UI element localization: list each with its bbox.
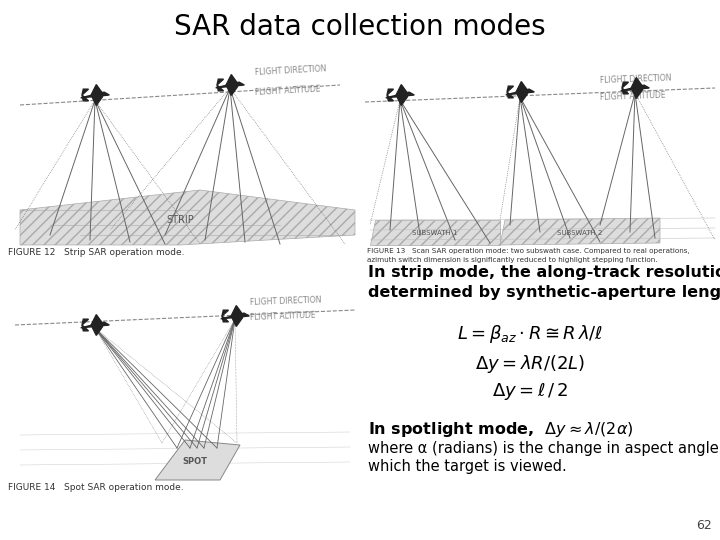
Text: FIGURE 13   Scan SAR operation mode: two subswath case. Compared to real operati: FIGURE 13 Scan SAR operation mode: two s… bbox=[367, 248, 690, 254]
Polygon shape bbox=[231, 316, 243, 326]
Polygon shape bbox=[81, 322, 109, 328]
Bar bbox=[5, 265, 355, 480]
Text: SUBSWATH 1: SUBSWATH 1 bbox=[413, 230, 458, 236]
Bar bbox=[5, 40, 355, 245]
Polygon shape bbox=[387, 95, 394, 101]
Polygon shape bbox=[91, 315, 103, 325]
Text: FLIGHT ALTITUDE: FLIGHT ALTITUDE bbox=[255, 85, 321, 97]
Text: SAR data collection modes: SAR data collection modes bbox=[174, 13, 546, 41]
Polygon shape bbox=[82, 89, 89, 95]
Polygon shape bbox=[396, 95, 408, 105]
Text: FLIGHT ALTITUDE: FLIGHT ALTITUDE bbox=[250, 310, 316, 322]
Polygon shape bbox=[82, 95, 89, 101]
Polygon shape bbox=[217, 85, 223, 91]
Polygon shape bbox=[222, 316, 228, 322]
Polygon shape bbox=[507, 92, 513, 98]
Polygon shape bbox=[155, 440, 240, 480]
Polygon shape bbox=[507, 86, 513, 92]
Text: determined by synthetic-aperture length (L): determined by synthetic-aperture length … bbox=[368, 285, 720, 300]
Polygon shape bbox=[500, 218, 660, 245]
Text: FIGURE 14   Spot SAR operation mode.: FIGURE 14 Spot SAR operation mode. bbox=[8, 483, 184, 492]
Polygon shape bbox=[516, 82, 528, 92]
Text: 62: 62 bbox=[696, 519, 712, 532]
Polygon shape bbox=[370, 220, 500, 245]
Polygon shape bbox=[505, 89, 534, 95]
Text: In spotlight mode,  $\Delta y \approx \lambda/(2\alpha)$: In spotlight mode, $\Delta y \approx \la… bbox=[368, 420, 634, 439]
Polygon shape bbox=[82, 319, 89, 325]
Text: STRIP: STRIP bbox=[166, 215, 194, 225]
Polygon shape bbox=[81, 92, 109, 98]
Text: SPOT: SPOT bbox=[182, 457, 207, 467]
Text: SUBSWATH 2: SUBSWATH 2 bbox=[557, 230, 603, 236]
Polygon shape bbox=[226, 85, 238, 96]
Polygon shape bbox=[226, 75, 238, 85]
Polygon shape bbox=[631, 88, 643, 98]
Text: In strip mode, the along-track resolution (Δy) is: In strip mode, the along-track resolutio… bbox=[368, 265, 720, 280]
Text: FLIGHT ALTITUDE: FLIGHT ALTITUDE bbox=[600, 91, 666, 102]
Polygon shape bbox=[91, 325, 103, 335]
Text: $\Delta y = \ell\,/\,2$: $\Delta y = \ell\,/\,2$ bbox=[492, 381, 568, 402]
Polygon shape bbox=[621, 85, 649, 91]
Text: FLIGHT DIRECTION: FLIGHT DIRECTION bbox=[250, 295, 322, 307]
Polygon shape bbox=[622, 82, 629, 88]
Polygon shape bbox=[216, 82, 244, 88]
Polygon shape bbox=[217, 79, 223, 85]
Text: azimuth switch dimension is significantly reduced to highlight stepping function: azimuth switch dimension is significantl… bbox=[367, 257, 657, 263]
Polygon shape bbox=[91, 95, 103, 105]
Text: which the target is viewed.: which the target is viewed. bbox=[368, 459, 567, 474]
Bar bbox=[365, 40, 715, 245]
Polygon shape bbox=[631, 78, 643, 88]
Polygon shape bbox=[622, 88, 629, 94]
Polygon shape bbox=[222, 310, 228, 316]
Text: $\Delta y = \lambda R/(2L)$: $\Delta y = \lambda R/(2L)$ bbox=[475, 353, 585, 375]
Polygon shape bbox=[516, 92, 528, 103]
Polygon shape bbox=[231, 306, 243, 316]
Polygon shape bbox=[221, 313, 249, 319]
Text: where α (radians) is the change in aspect angle over: where α (radians) is the change in aspec… bbox=[368, 441, 720, 456]
Text: FLIGHT DIRECTION: FLIGHT DIRECTION bbox=[600, 73, 672, 85]
Polygon shape bbox=[82, 325, 89, 331]
Text: FIGURE 12   Strip SAR operation mode.: FIGURE 12 Strip SAR operation mode. bbox=[8, 248, 184, 257]
Polygon shape bbox=[386, 92, 414, 98]
Polygon shape bbox=[20, 190, 355, 245]
Text: $L = \beta_{az} \cdot R \cong R\,\lambda/\ell$: $L = \beta_{az} \cdot R \cong R\,\lambda… bbox=[456, 323, 603, 345]
Polygon shape bbox=[91, 85, 103, 95]
Polygon shape bbox=[387, 89, 394, 95]
Text: FLIGHT DIRECTION: FLIGHT DIRECTION bbox=[255, 64, 327, 77]
Polygon shape bbox=[396, 85, 408, 95]
